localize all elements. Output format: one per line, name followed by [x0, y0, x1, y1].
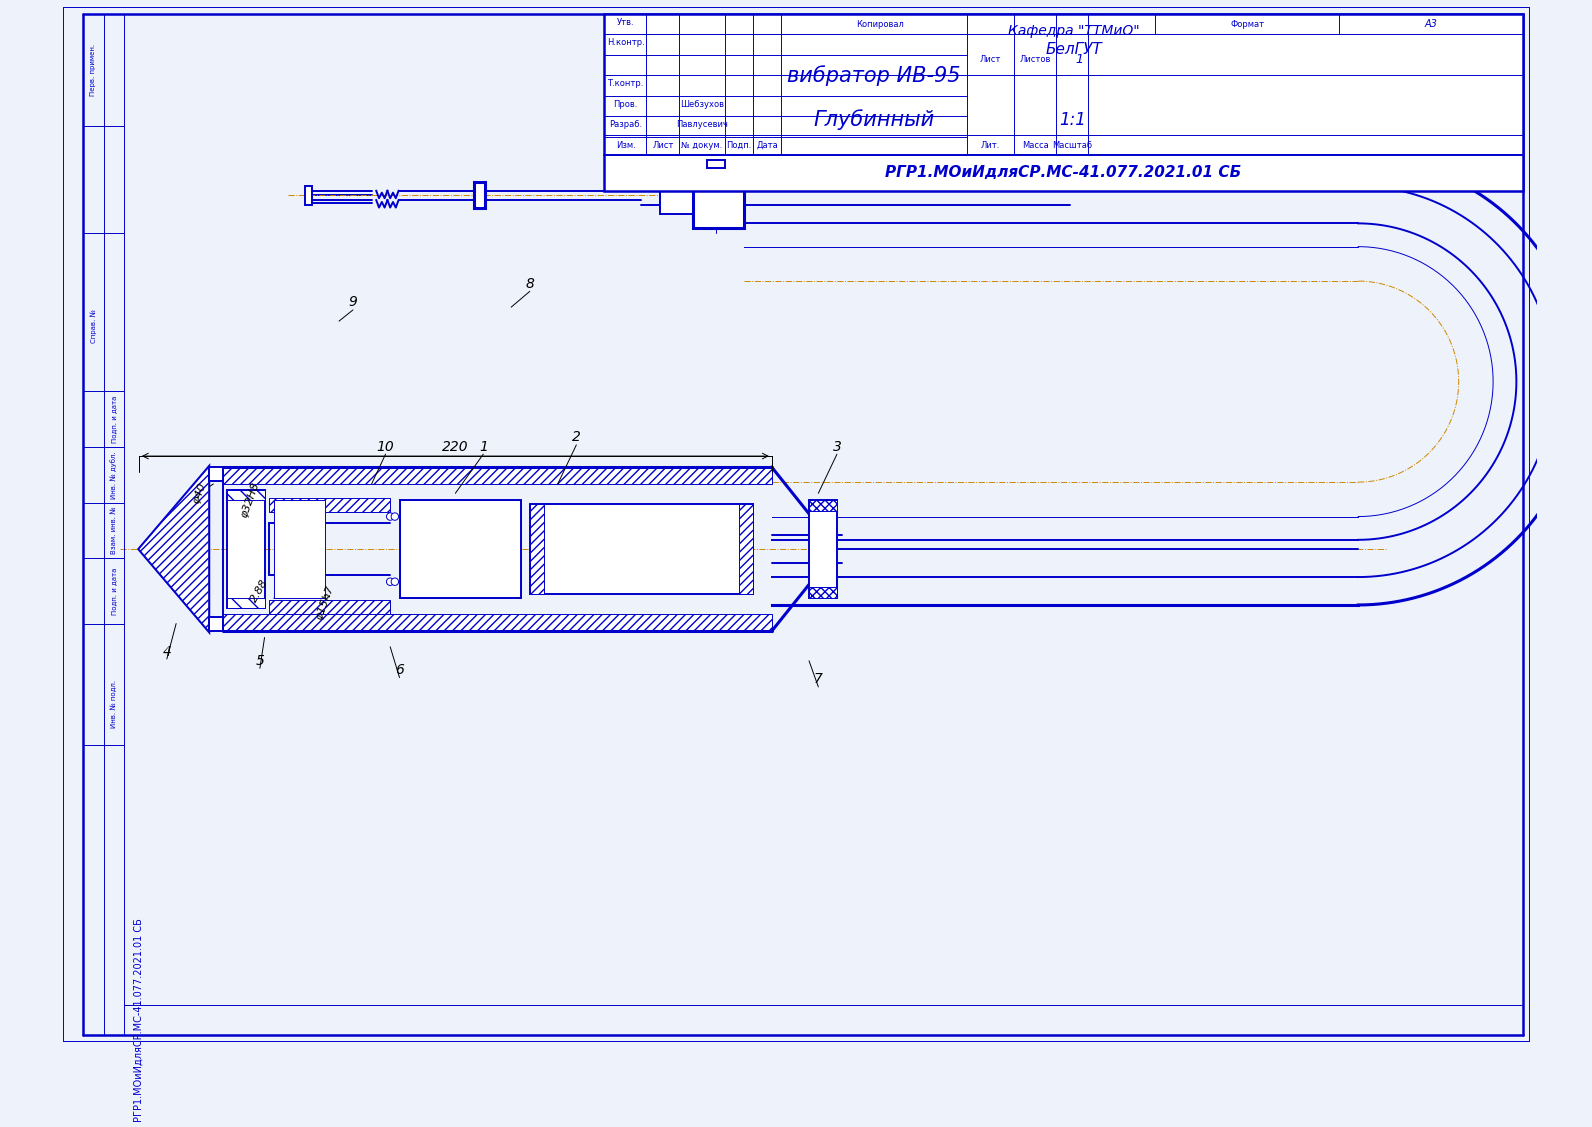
Bar — [209, 618, 223, 631]
Circle shape — [387, 513, 393, 521]
Bar — [400, 499, 521, 598]
Text: 2: 2 — [572, 431, 581, 444]
Text: Формат: Формат — [1231, 19, 1264, 28]
Polygon shape — [139, 468, 209, 631]
Bar — [661, 177, 693, 214]
Text: Масса: Масса — [1022, 141, 1049, 150]
Text: 10: 10 — [377, 440, 395, 454]
Text: Изм.: Изм. — [616, 141, 635, 150]
Text: Инв. № дубл.: Инв. № дубл. — [110, 451, 118, 498]
Text: φ15h7: φ15h7 — [314, 584, 336, 621]
Text: Шебзухов: Шебзухов — [680, 100, 724, 108]
Text: 3: 3 — [833, 440, 842, 454]
Text: Разраб.: Разраб. — [610, 121, 642, 130]
Text: Лист: Лист — [979, 55, 1001, 64]
Text: Пров.: Пров. — [613, 100, 638, 108]
Bar — [474, 183, 486, 208]
Bar — [269, 498, 390, 512]
Bar — [228, 490, 264, 607]
Text: Подп. и дата: Подп. и дата — [111, 567, 116, 614]
Bar — [400, 499, 521, 598]
Text: Павлусевич: Павлусевич — [677, 121, 728, 130]
Bar — [209, 468, 223, 481]
Text: 9: 9 — [349, 295, 358, 310]
Text: Н.контр.: Н.контр. — [607, 38, 645, 47]
Circle shape — [392, 513, 398, 521]
Text: Справ. №: Справ. № — [91, 309, 97, 343]
Text: 220: 220 — [443, 440, 468, 454]
Text: Дата: Дата — [756, 141, 778, 150]
Text: Подп. и дата: Подп. и дата — [111, 396, 116, 443]
Bar — [693, 163, 743, 228]
Bar — [739, 505, 753, 594]
Text: Листов: Листов — [1019, 55, 1051, 64]
Text: 8: 8 — [525, 277, 535, 291]
Text: 4: 4 — [162, 645, 172, 658]
Text: 1: 1 — [1075, 53, 1083, 66]
Text: Т.контр.: Т.контр. — [608, 79, 643, 88]
Text: Кафедра "ТТМиО": Кафедра "ТТМиО" — [1008, 24, 1140, 37]
Polygon shape — [139, 468, 209, 631]
Text: Лист: Лист — [653, 141, 673, 150]
Circle shape — [392, 578, 398, 585]
Text: № докум.: № докум. — [681, 141, 723, 150]
Text: РГР1.МОиИдляСР.МС-41.077.2021.01 СБ: РГР1.МОиИдляСР.МС-41.077.2021.01 СБ — [134, 919, 143, 1122]
Bar — [223, 614, 772, 631]
Bar — [605, 14, 1524, 190]
Text: БелГУТ: БелГУТ — [1046, 42, 1103, 56]
Bar — [223, 468, 772, 483]
Bar — [530, 505, 753, 594]
Bar — [274, 499, 325, 598]
Bar — [530, 505, 544, 594]
Bar — [809, 499, 837, 598]
Text: 6: 6 — [395, 663, 404, 677]
Text: Масштаб: Масштаб — [1052, 141, 1092, 150]
Bar — [809, 499, 837, 511]
Text: А3: А3 — [1425, 19, 1438, 29]
Text: РГР1.МОиИдляСР.МС-41.077.2021.01 СБ: РГР1.МОиИдляСР.МС-41.077.2021.01 СБ — [885, 165, 1242, 179]
Text: Копировал: Копировал — [856, 19, 904, 28]
Text: 1: 1 — [479, 440, 487, 454]
Text: вибратор ИВ-95: вибратор ИВ-95 — [788, 65, 962, 87]
Circle shape — [387, 578, 393, 585]
Bar — [707, 160, 726, 168]
Text: Утв.: Утв. — [616, 18, 635, 27]
Text: Глубинный: Глубинный — [814, 109, 935, 131]
Text: Перв. примен.: Перв. примен. — [91, 44, 96, 96]
Text: Взам. инв. №: Взам. инв. № — [111, 507, 116, 554]
Text: φ40: φ40 — [191, 481, 209, 505]
Bar — [304, 186, 312, 205]
Bar — [269, 601, 390, 614]
Text: 1:1: 1:1 — [1059, 112, 1086, 130]
Text: Подп.: Подп. — [726, 141, 751, 150]
Bar — [228, 490, 264, 499]
Text: Лит.: Лит. — [981, 141, 1000, 150]
Text: 2.88: 2.88 — [250, 578, 271, 604]
Text: φ32H8: φ32H8 — [239, 480, 261, 518]
Text: Инв. № подл.: Инв. № подл. — [110, 680, 118, 728]
Text: 5: 5 — [255, 654, 264, 668]
Bar — [228, 598, 264, 607]
Text: 7: 7 — [814, 673, 823, 686]
Bar — [809, 587, 837, 598]
